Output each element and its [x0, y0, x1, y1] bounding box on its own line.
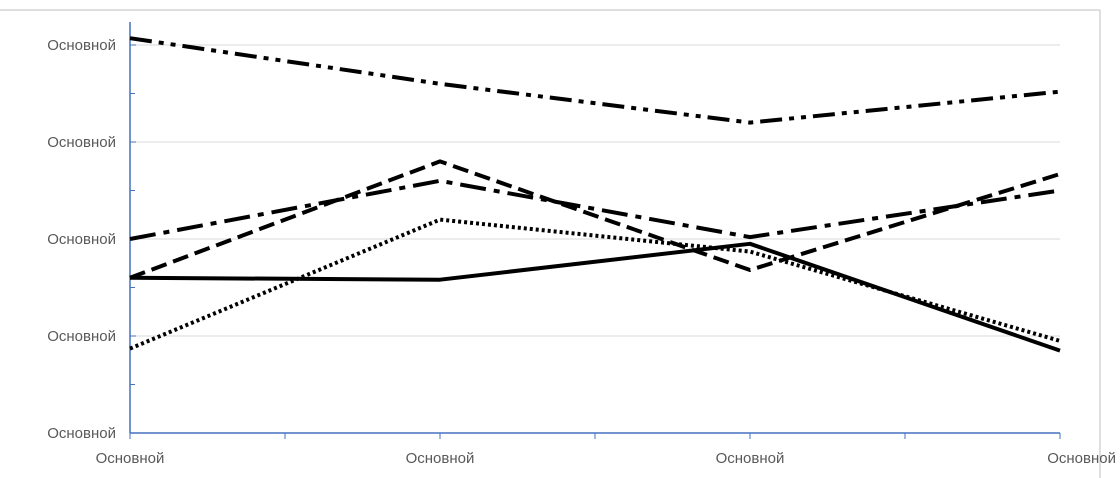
series-line-solid: [129, 241, 1061, 353]
gridlines: [130, 44, 1060, 337]
x-tick-label: Основной: [406, 450, 475, 467]
series-line-dashed: [129, 159, 1061, 280]
y-tick-label: Основной: [47, 231, 116, 248]
series-line-dash-dot: [129, 178, 1061, 241]
y-tick-label: Основной: [47, 328, 116, 345]
series-lines: [129, 36, 1061, 353]
series-line-dash-dot-dot: [129, 36, 1061, 125]
x-tick-label: Основной: [716, 450, 785, 467]
axes: [0, 9, 1101, 478]
x-tick-label: Основной: [1047, 450, 1116, 467]
y-tick-label: Основной: [47, 134, 116, 151]
y-tick-label: Основной: [47, 425, 116, 442]
x-tick-label: Основной: [96, 450, 165, 467]
y-tick-label: Основной: [47, 37, 116, 54]
tick-labels: Основной Основной Основной Основной Основной…: [47, 37, 1116, 467]
